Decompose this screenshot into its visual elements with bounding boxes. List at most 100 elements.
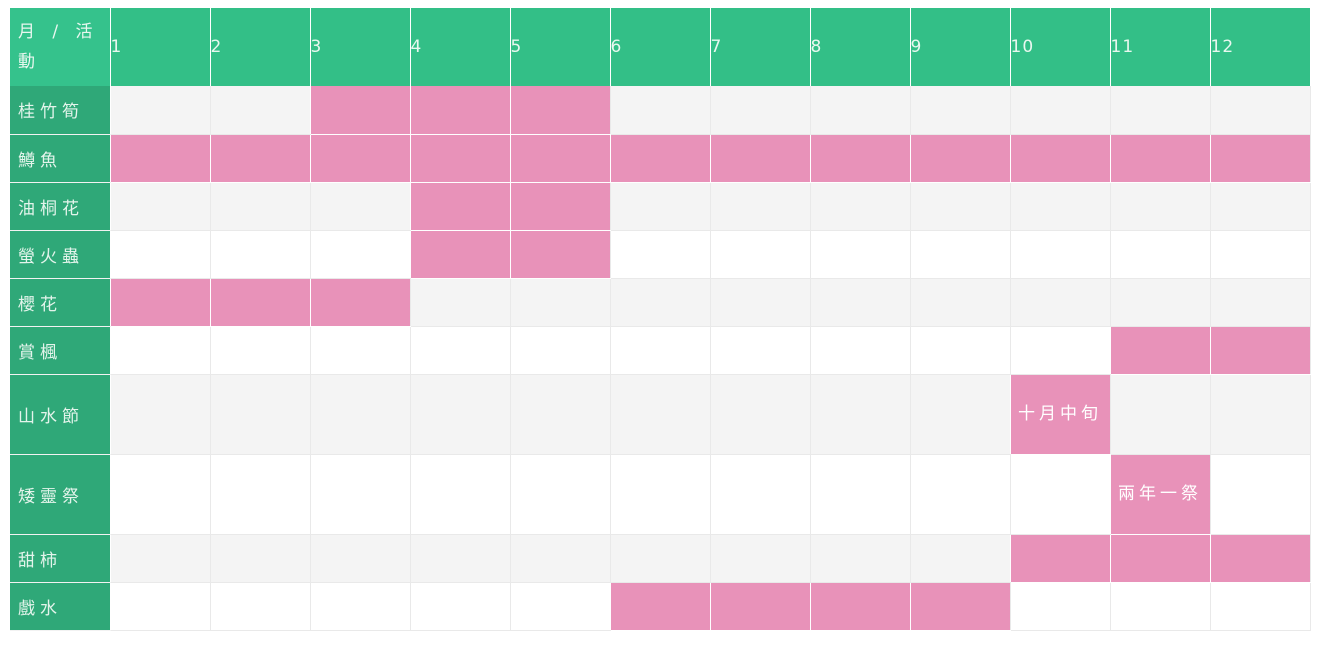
active-month-cell bbox=[109, 134, 210, 183]
month-cell bbox=[809, 534, 910, 583]
month-header-11: 11 bbox=[1110, 8, 1211, 86]
activity-label: 山水節 bbox=[10, 374, 111, 455]
active-month-cell bbox=[1209, 534, 1311, 583]
activity-label: 戲水 bbox=[10, 582, 111, 631]
month-header-3: 3 bbox=[310, 8, 411, 86]
month-header-10: 10 bbox=[1010, 8, 1111, 86]
month-cell bbox=[809, 374, 910, 455]
month-cell bbox=[609, 454, 710, 535]
table-row: 桂竹筍 bbox=[10, 86, 1311, 135]
month-cell bbox=[409, 582, 510, 631]
month-cell bbox=[309, 374, 410, 455]
active-month-cell bbox=[709, 134, 810, 183]
month-cell bbox=[109, 454, 210, 535]
month-cell bbox=[509, 374, 610, 455]
month-cell bbox=[1109, 582, 1210, 631]
active-month-cell bbox=[409, 134, 510, 183]
month-cell bbox=[409, 278, 510, 327]
activity-label: 油桐花 bbox=[10, 182, 111, 231]
month-cell bbox=[709, 278, 810, 327]
month-cell bbox=[909, 454, 1010, 535]
table-row: 矮靈祭 兩年一祭 bbox=[10, 454, 1311, 535]
month-cell bbox=[1109, 278, 1210, 327]
month-cell bbox=[509, 454, 610, 535]
active-month-cell bbox=[409, 182, 510, 231]
month-cell bbox=[1109, 374, 1210, 455]
table-row: 鱒魚 bbox=[10, 134, 1311, 183]
month-cell bbox=[1109, 86, 1210, 135]
month-cell bbox=[709, 534, 810, 583]
month-cell bbox=[209, 454, 310, 535]
activity-label: 賞楓 bbox=[10, 326, 111, 375]
month-cell bbox=[1009, 582, 1110, 631]
active-month-cell bbox=[909, 582, 1010, 631]
active-month-cell bbox=[509, 182, 610, 231]
active-month-cell bbox=[509, 86, 610, 135]
table-row: 螢火蟲 bbox=[10, 230, 1311, 279]
table-row: 甜柿 bbox=[10, 534, 1311, 583]
month-header-1: 1 bbox=[110, 8, 211, 86]
month-cell bbox=[309, 582, 410, 631]
active-month-cell bbox=[309, 134, 410, 183]
corner-label: 月 / 活動 bbox=[10, 8, 111, 86]
active-month-cell bbox=[309, 278, 410, 327]
table-row: 櫻花 bbox=[10, 278, 1311, 327]
month-header-2: 2 bbox=[210, 8, 311, 86]
active-month-cell bbox=[409, 86, 510, 135]
month-header-9: 9 bbox=[910, 8, 1011, 86]
active-month-cell bbox=[1209, 134, 1311, 183]
month-cell bbox=[1209, 374, 1311, 455]
month-cell bbox=[1009, 278, 1110, 327]
month-cell bbox=[709, 182, 810, 231]
month-cell bbox=[909, 374, 1010, 455]
month-header-5: 5 bbox=[510, 8, 611, 86]
active-month-cell bbox=[1009, 534, 1110, 583]
active-month-cell: 兩年一祭 bbox=[1109, 454, 1210, 535]
month-cell bbox=[209, 374, 310, 455]
activity-label: 螢火蟲 bbox=[10, 230, 111, 279]
month-cell bbox=[909, 230, 1010, 279]
month-cell bbox=[209, 326, 310, 375]
month-cell bbox=[909, 278, 1010, 327]
month-cell bbox=[709, 454, 810, 535]
month-cell bbox=[109, 230, 210, 279]
month-cell bbox=[1109, 230, 1210, 279]
month-cell bbox=[509, 582, 610, 631]
month-cell bbox=[1009, 326, 1110, 375]
month-cell bbox=[609, 230, 710, 279]
month-header-12: 12 bbox=[1210, 8, 1311, 86]
active-month-cell bbox=[809, 134, 910, 183]
activity-calendar-table: 月 / 活動 1 2 3 4 5 6 7 8 9 10 11 12 桂竹筍 鱒魚 油桐花 螢火蟲 櫻花 賞楓 山水… bbox=[10, 8, 1311, 631]
month-cell bbox=[209, 534, 310, 583]
table-body: 桂竹筍 鱒魚 油桐花 螢火蟲 櫻花 賞楓 山水節 十月中旬 矮靈祭 兩年一祭 甜柿 戲水 bbox=[10, 86, 1311, 631]
active-month-cell bbox=[1109, 534, 1210, 583]
month-cell bbox=[209, 230, 310, 279]
active-month-cell bbox=[609, 582, 710, 631]
month-cell bbox=[909, 534, 1010, 583]
month-cell bbox=[1009, 182, 1110, 231]
month-cell bbox=[709, 374, 810, 455]
activity-calendar: 月 / 活動 1 2 3 4 5 6 7 8 9 10 11 12 桂竹筍 鱒魚 油桐花 螢火蟲 櫻花 賞楓 山水… bbox=[10, 8, 1311, 631]
month-cell bbox=[809, 182, 910, 231]
month-cell bbox=[809, 454, 910, 535]
month-cell bbox=[309, 182, 410, 231]
active-month-cell bbox=[709, 582, 810, 631]
month-cell bbox=[1209, 582, 1311, 631]
month-cell bbox=[109, 326, 210, 375]
month-cell bbox=[1009, 86, 1110, 135]
month-cell bbox=[1009, 454, 1110, 535]
month-cell bbox=[609, 182, 710, 231]
month-cell bbox=[809, 326, 910, 375]
month-cell bbox=[409, 374, 510, 455]
month-cell bbox=[909, 86, 1010, 135]
activity-label: 桂竹筍 bbox=[10, 86, 111, 135]
activity-label: 甜柿 bbox=[10, 534, 111, 583]
month-cell bbox=[409, 454, 510, 535]
activity-label: 鱒魚 bbox=[10, 134, 111, 183]
month-cell bbox=[209, 582, 310, 631]
month-cell bbox=[509, 278, 610, 327]
active-month-cell bbox=[509, 134, 610, 183]
month-cell bbox=[609, 278, 710, 327]
month-cell bbox=[709, 86, 810, 135]
table-row: 賞楓 bbox=[10, 326, 1311, 375]
